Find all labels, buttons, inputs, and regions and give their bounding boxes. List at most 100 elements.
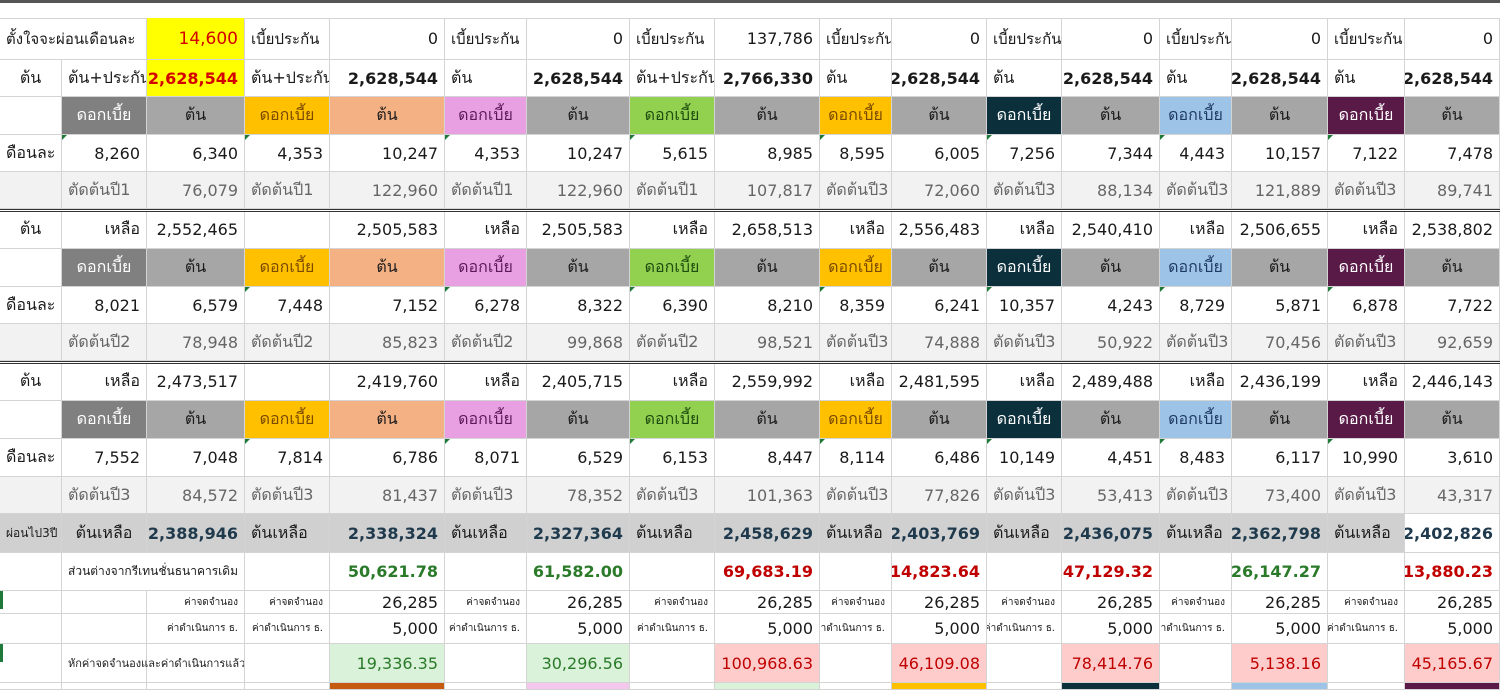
interest-value[interactable]: 8,071: [445, 439, 527, 477]
interest-header[interactable]: ดอกเบี้ย: [445, 249, 527, 287]
remaining-value[interactable]: 2,405,715: [527, 363, 630, 401]
cut-label[interactable]: ตัดต้นปี3: [1328, 477, 1405, 514]
cut-value[interactable]: 107,817: [715, 172, 820, 209]
cut-label[interactable]: ตัดต้นปี2: [630, 324, 715, 361]
diff-value[interactable]: 61,582.00: [527, 553, 630, 591]
cut-value[interactable]: 74,888: [892, 324, 987, 361]
principal-value[interactable]: 7,722: [1405, 287, 1500, 324]
mortgage-fee-value[interactable]: 26,285: [330, 591, 445, 614]
insurance-label[interactable]: เบี้ยประกัน: [245, 18, 330, 60]
cut-value[interactable]: 78,948: [147, 324, 245, 361]
cut-label[interactable]: ตัดต้นปี3: [62, 477, 147, 514]
total-value[interactable]: 2,628,544: [330, 60, 445, 97]
blank-cell[interactable]: [1160, 644, 1232, 683]
insurance-value[interactable]: 0: [527, 18, 630, 60]
principal-header[interactable]: ต้น: [527, 249, 630, 287]
operation-fee-value[interactable]: 5,000: [715, 614, 820, 644]
principal-header[interactable]: ต้น: [330, 97, 445, 135]
mortgage-fee-label[interactable]: ค่าจดจำนอง: [1328, 591, 1405, 614]
principal-header[interactable]: ต้น: [1232, 97, 1328, 135]
principal-label[interactable]: ต้น: [1160, 60, 1232, 97]
principal-value[interactable]: 6,486: [892, 439, 987, 477]
principal-label[interactable]: ต้น: [0, 60, 62, 97]
blank-cell[interactable]: [0, 172, 62, 209]
remaining-label[interactable]: เหลือ: [62, 363, 147, 401]
principal-value[interactable]: 4,243: [1062, 287, 1160, 324]
cut-value[interactable]: 78,352: [527, 477, 630, 514]
net-value[interactable]: 19,336.35: [330, 644, 445, 683]
interest-header[interactable]: ดอกเบี้ย: [62, 401, 147, 439]
blank-cell[interactable]: [1328, 553, 1405, 591]
insurance-label[interactable]: เบี้ยประกัน: [820, 18, 892, 60]
cut-value[interactable]: 122,960: [330, 172, 445, 209]
interest-header[interactable]: ดอกเบี้ย: [820, 97, 892, 135]
interest-value[interactable]: 6,390: [630, 287, 715, 324]
cut-label[interactable]: ตัดต้นปี3: [445, 477, 527, 514]
interest-value[interactable]: 7,814: [245, 439, 330, 477]
interest-header[interactable]: ดอกเบี้ย: [1160, 401, 1232, 439]
cut-value[interactable]: 89,741: [1405, 172, 1500, 209]
diff-value[interactable]: 26,147.27: [1232, 553, 1328, 591]
blank-cell[interactable]: [820, 683, 892, 690]
insurance-value[interactable]: 0: [892, 18, 987, 60]
blank-cell[interactable]: [0, 477, 62, 514]
remaining-value[interactable]: 2,559,992: [715, 363, 820, 401]
final-value[interactable]: 2,338,324: [330, 514, 445, 553]
blank-cell[interactable]: [1160, 553, 1232, 591]
cut-value[interactable]: 92,659: [1405, 324, 1500, 361]
principal-remaining-label[interactable]: ต้นเหลือ: [630, 514, 715, 553]
principal-value[interactable]: 10,157: [1232, 135, 1328, 172]
principal-header[interactable]: ต้น: [892, 249, 987, 287]
interest-header[interactable]: ดอกเบี้ย: [445, 97, 527, 135]
bank-color-bar[interactable]: [527, 683, 630, 690]
mortgage-fee-label[interactable]: ค่าจดจำนอง: [445, 591, 527, 614]
principal-value[interactable]: 4,451: [1062, 439, 1160, 477]
final-value[interactable]: 2,362,798: [1232, 514, 1328, 553]
blank-cell[interactable]: [245, 644, 330, 683]
principal-label[interactable]: ต้น+ประกัน: [630, 60, 715, 97]
cut-value[interactable]: 101,363: [715, 477, 820, 514]
remaining-value[interactable]: 2,658,513: [715, 211, 820, 249]
operation-fee-value[interactable]: 5,000: [1232, 614, 1328, 644]
principal-value[interactable]: 10,247: [330, 135, 445, 172]
remaining-label[interactable]: [245, 363, 330, 401]
operation-fee-label[interactable]: ค่าดำเนินการ ธ.: [245, 614, 330, 644]
principal-ins-value[interactable]: 2,628,544: [147, 60, 245, 97]
diff-value[interactable]: -14,823.64: [892, 553, 987, 591]
principal-header[interactable]: ต้น: [1232, 401, 1328, 439]
cut-value[interactable]: 72,060: [892, 172, 987, 209]
interest-value[interactable]: 7,552: [62, 439, 147, 477]
diff-value[interactable]: 69,683.19: [715, 553, 820, 591]
blank-cell[interactable]: [445, 553, 527, 591]
interest-header[interactable]: ดอกเบี้ย: [630, 401, 715, 439]
blank-cell[interactable]: [62, 591, 147, 614]
principal-label[interactable]: ต้น: [1328, 60, 1405, 97]
interest-value[interactable]: 8,483: [1160, 439, 1232, 477]
cut-label[interactable]: ตัดต้นปี3: [820, 324, 892, 361]
cut-value[interactable]: 98,521: [715, 324, 820, 361]
remaining-label[interactable]: เหลือ: [62, 211, 147, 249]
cut-label[interactable]: ตัดต้นปี3: [1160, 477, 1232, 514]
principal-value[interactable]: 7,478: [1405, 135, 1500, 172]
cut-label[interactable]: ตัดต้นปี3: [987, 172, 1062, 209]
operation-fee-value[interactable]: 5,000: [892, 614, 987, 644]
operation-fee-label[interactable]: ค่าดำเนินการ ธ.: [147, 614, 245, 644]
final-value[interactable]: 2,436,075: [1062, 514, 1160, 553]
mortgage-fee-value[interactable]: 26,285: [715, 591, 820, 614]
bank-color-bar[interactable]: [1062, 683, 1160, 690]
blank-cell[interactable]: [1328, 644, 1405, 683]
operation-fee-label[interactable]: ค่าดำเนินการ ธ.: [1160, 614, 1232, 644]
blank-cell[interactable]: [630, 683, 715, 690]
principal-value[interactable]: 6,340: [147, 135, 245, 172]
interest-value[interactable]: 6,878: [1328, 287, 1405, 324]
bank-color-bar[interactable]: [330, 683, 445, 690]
mortgage-fee-label[interactable]: ค่าจดจำนอง: [1160, 591, 1232, 614]
insurance-value[interactable]: 0: [1405, 18, 1500, 60]
remaining-label[interactable]: เหลือ: [820, 363, 892, 401]
principal-header[interactable]: ต้น: [527, 97, 630, 135]
remaining-label[interactable]: เหลือ: [1328, 211, 1405, 249]
principal-header[interactable]: ต้น: [715, 97, 820, 135]
principal-header[interactable]: ต้น: [147, 97, 245, 135]
remaining-value[interactable]: 2,540,410: [1062, 211, 1160, 249]
remaining-label[interactable]: เหลือ: [1328, 363, 1405, 401]
